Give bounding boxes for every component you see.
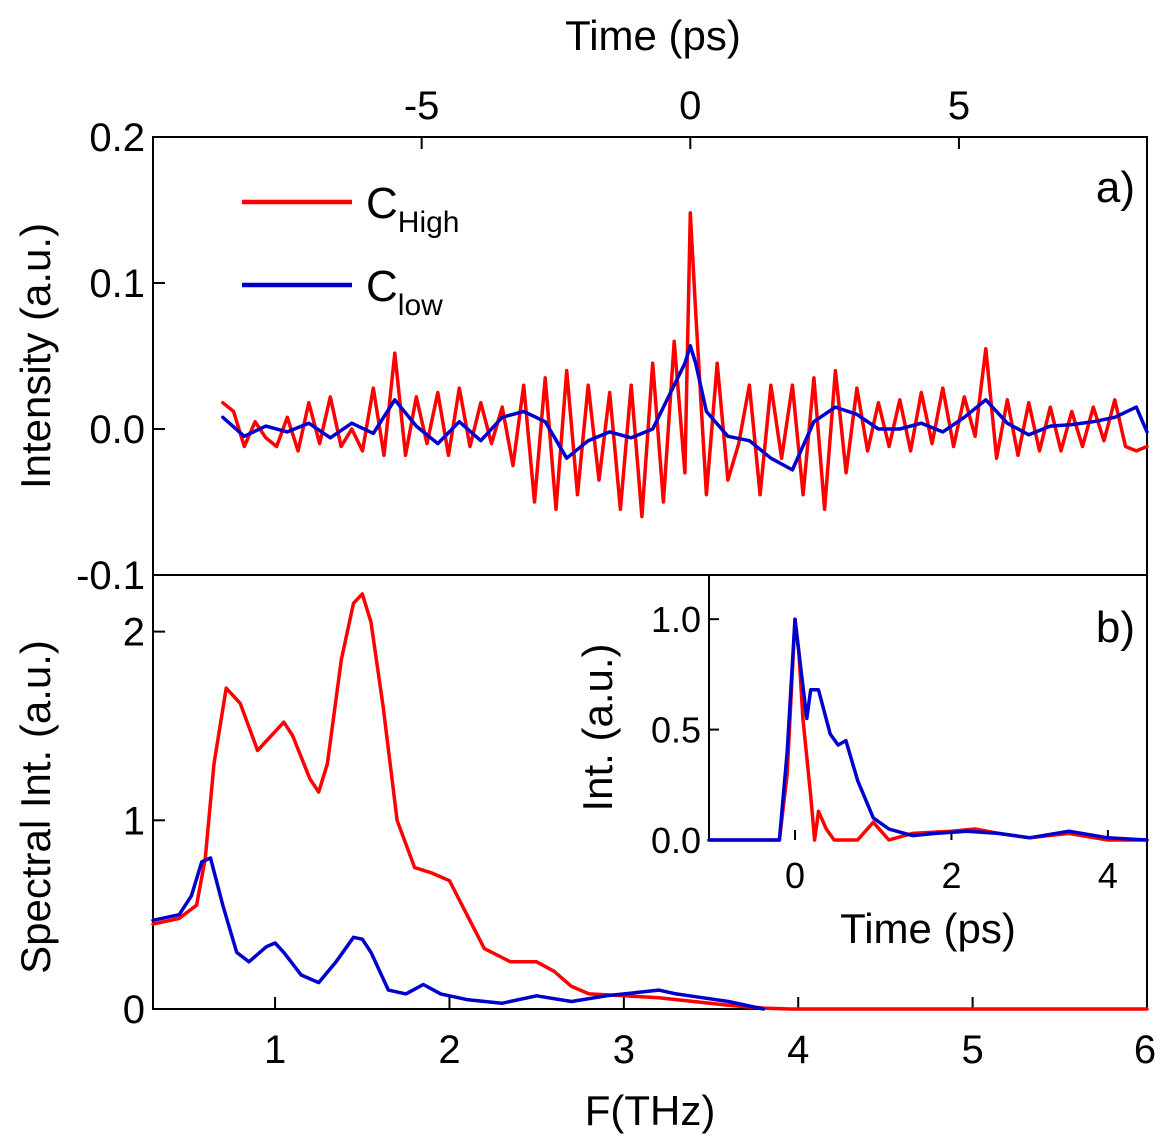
panel-a-label: a): [1096, 163, 1135, 212]
panel-a-ytick-label: -0.1: [76, 554, 145, 598]
panel-a: -0.1 0.0 0.1 0.2 -5 0 5 Time (ps) Intensity (a.u…: [12, 12, 1149, 598]
inset-xtick-label: 0: [785, 855, 805, 896]
panel-a-ylabel: Intensity (a.u.): [12, 223, 59, 489]
panel-a-xtick-label: -5: [404, 84, 440, 128]
panel-b-xtick-label: 1: [264, 1028, 286, 1072]
panel-a-xtick-label: 5: [948, 84, 970, 128]
inset-ytick-label: 0.0: [651, 820, 701, 861]
panel-b-ytick-label: 1: [123, 799, 145, 843]
inset-xlabel: Time (ps): [840, 905, 1016, 952]
inset-xtick-label: 4: [1098, 855, 1118, 896]
inset-series-c-high: [707, 617, 1149, 842]
panel-b-xtick-label: 6: [1134, 1028, 1156, 1072]
panel-a-ytick-label: 0.0: [89, 408, 145, 452]
panel-a-ytick-label: 0.2: [89, 116, 145, 160]
panel-b-xtick-label: 3: [613, 1028, 635, 1072]
panel-a-xtick-label: 0: [679, 84, 701, 128]
panel-b-xtick-label: 5: [961, 1028, 983, 1072]
panel-a-xlabel: Time (ps): [565, 12, 741, 59]
panel-inset: 0.0 0.5 1.0 0 2 4 Time (ps) Int. (a.u.): [574, 575, 1149, 952]
panel-b-series-c-low: [151, 856, 766, 1011]
panel-b-xtick-label: 2: [438, 1028, 460, 1072]
panel-b-ytick-label: 2: [123, 611, 145, 655]
inset-series-c-low: [707, 617, 1149, 842]
inset-ytick-label: 1.0: [651, 599, 701, 640]
inset-xtick-label: 2: [941, 855, 961, 896]
panel-b-ytick-label: 0: [123, 988, 145, 1032]
panel-b-series-c-high: [151, 592, 1149, 1011]
panel-b: 0 1 2 1 2 3 4 5 6 F(THz) Spectral Int. (a.u.) b): [12, 574, 1156, 1134]
inset-ytick-label: 0.5: [651, 710, 701, 751]
panel-b-xlabel: F(THz): [585, 1087, 716, 1134]
panel-a-series-c-low: [221, 344, 1149, 472]
inset-ylabel: Int. (a.u.): [574, 643, 621, 811]
legend-label-c-high: CHigh: [366, 179, 459, 239]
panel-b-xtick-label: 4: [787, 1028, 809, 1072]
panel-b-label: b): [1096, 603, 1135, 652]
panel-b-ylabel: Spectral Int. (a.u.): [12, 640, 59, 974]
legend-label-c-low: Clow: [366, 262, 443, 322]
panel-a-ytick-label: 0.1: [89, 262, 145, 306]
panel-b-frame: [152, 574, 1148, 1010]
